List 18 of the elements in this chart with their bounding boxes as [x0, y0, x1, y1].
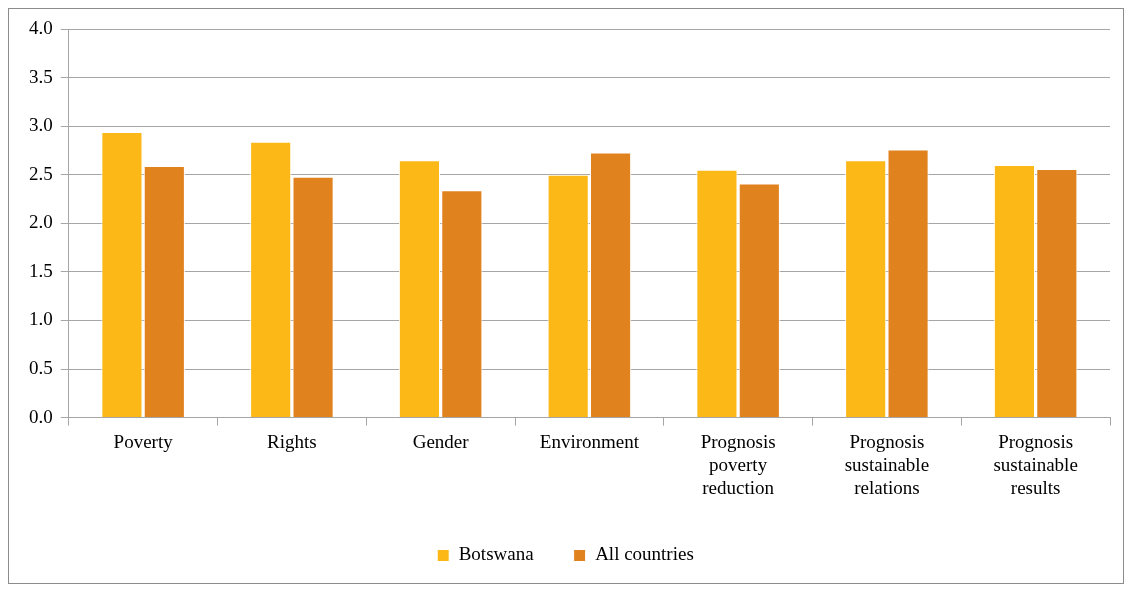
x-tick-label: Poverty: [113, 430, 174, 452]
x-tick-label: Rights: [267, 430, 317, 452]
y-tick-label: 1.0: [29, 308, 53, 330]
y-tick-label: 2.0: [29, 211, 53, 233]
y-tick-label: 0.0: [29, 405, 53, 427]
y-tick-label: 3.5: [29, 65, 53, 87]
y-tick-label: 0.5: [29, 357, 53, 379]
legend-label: Botswana: [458, 543, 535, 565]
y-tick-label: 3.0: [29, 114, 53, 136]
x-tick-label: Environment: [539, 430, 640, 452]
y-tick-label: 1.5: [29, 259, 53, 281]
legend-label: All countries: [595, 543, 694, 565]
x-tick-label: Gender: [412, 430, 470, 452]
y-tick-label: 4.0: [29, 16, 53, 38]
x-tick-label: Prognosis poverty reduction: [700, 430, 776, 498]
y-tick-label: 2.5: [29, 162, 53, 184]
x-tick-label: Prognosis sustainable results: [993, 430, 1078, 498]
x-tick-label: Prognosis sustainable relations: [844, 430, 930, 498]
